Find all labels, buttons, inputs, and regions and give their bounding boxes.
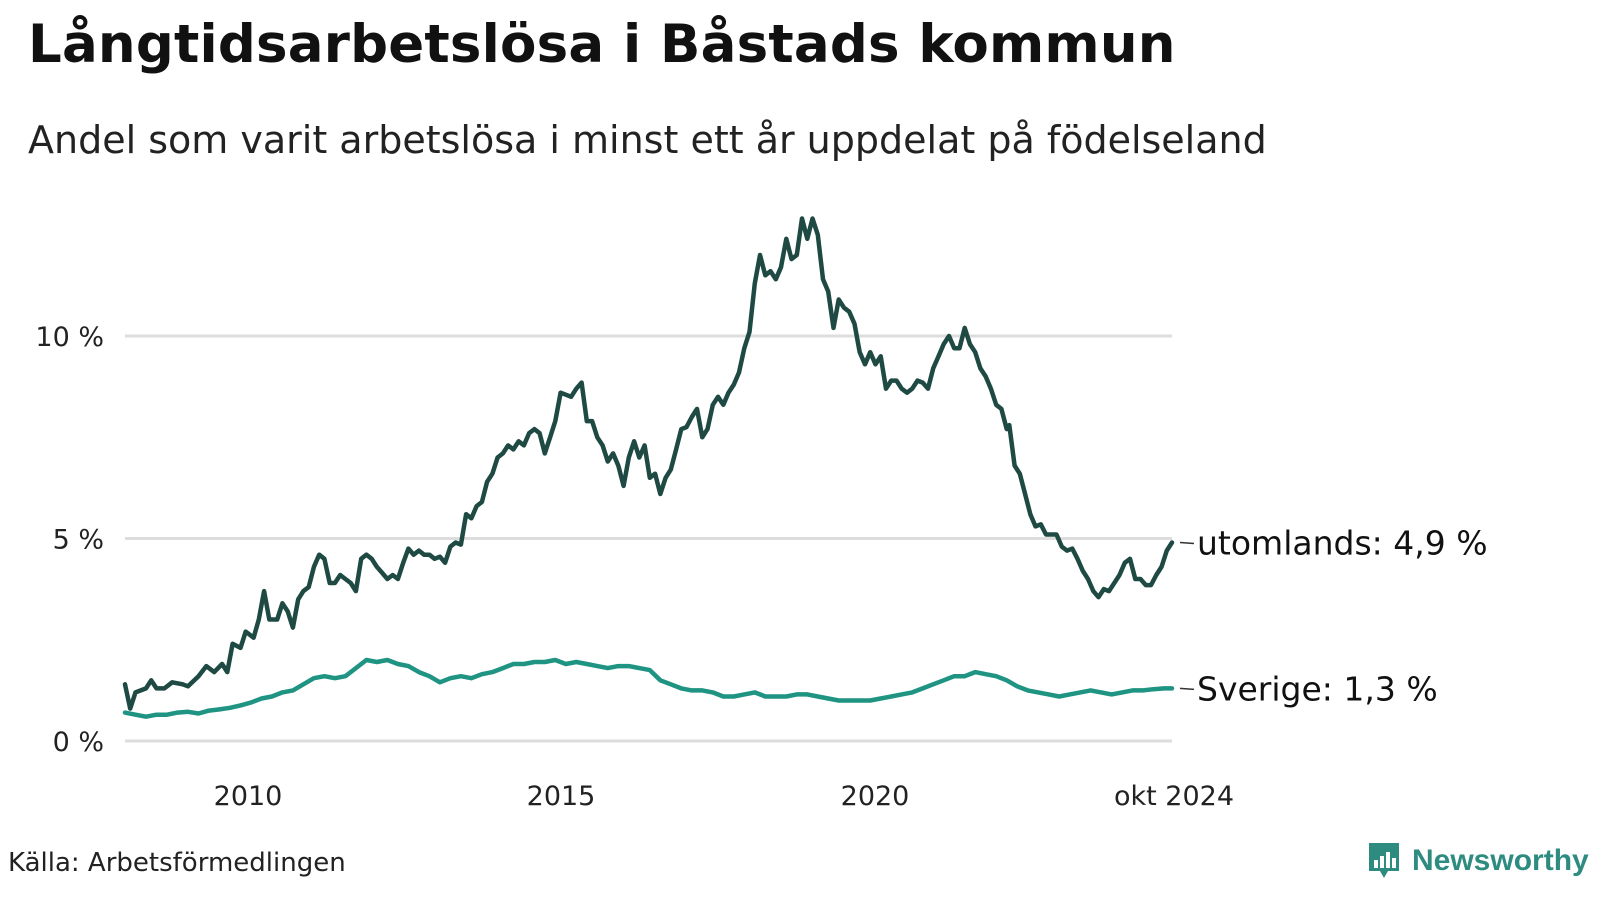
brand-logo: Newsworthy	[1366, 840, 1589, 882]
series-end-label: Sverige: 1,3 %	[1197, 669, 1438, 708]
x-tick-label: 2020	[841, 781, 910, 812]
source-note: Källa: Arbetsförmedlingen	[8, 848, 346, 878]
x-tick-label: 2015	[527, 781, 596, 812]
series-line-sverige	[122, 657, 1175, 719]
series-line-utomlands	[122, 216, 1175, 711]
y-tick-label: 10 %	[35, 322, 104, 353]
series-end-label: utomlands: 4,9 %	[1197, 524, 1488, 563]
x-tick-label: okt 2024	[1114, 781, 1234, 812]
brand-name: Newsworthy	[1412, 844, 1589, 877]
y-tick-label: 5 %	[53, 525, 104, 556]
newsworthy-logo-icon	[1369, 843, 1399, 878]
chart-subtitle: Andel som varit arbetslösa i minst ett å…	[28, 118, 1267, 162]
chart-title: Långtidsarbetslösa i Båstads kommun	[28, 14, 1176, 75]
end-label-leader	[1179, 541, 1195, 545]
y-tick-label: 0 %	[53, 727, 104, 758]
x-tick-label: 2010	[214, 781, 283, 812]
end-label-leader	[1179, 687, 1195, 691]
